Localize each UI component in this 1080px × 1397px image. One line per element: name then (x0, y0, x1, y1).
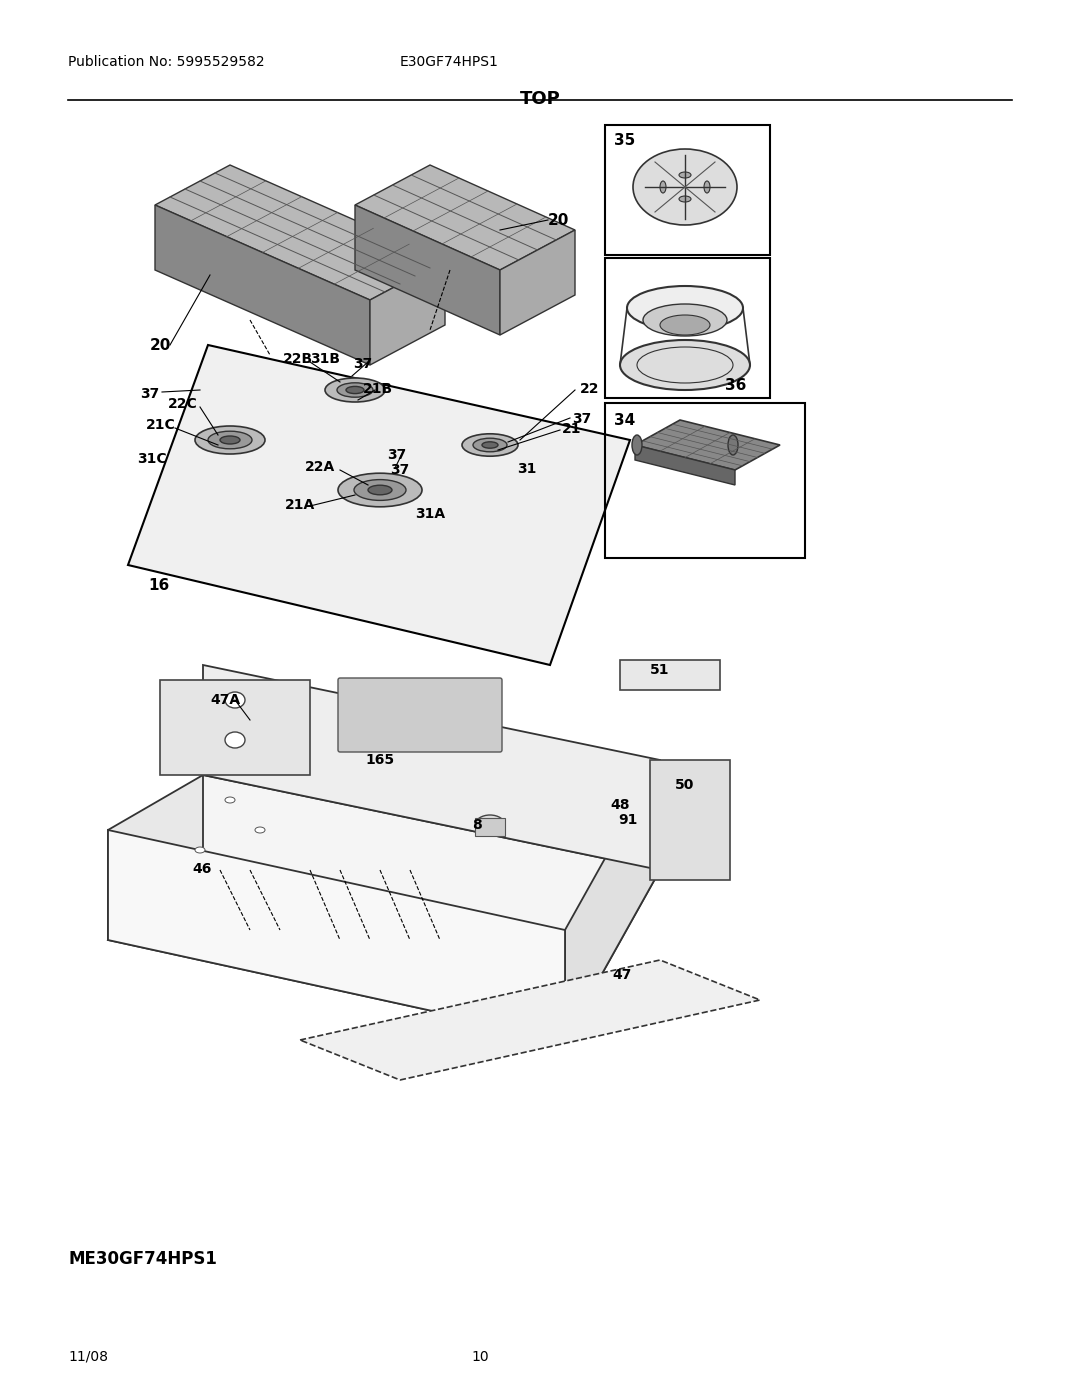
Text: 165: 165 (365, 753, 394, 767)
Text: TOP: TOP (519, 89, 561, 108)
Text: 10: 10 (471, 1350, 489, 1363)
Text: 47A: 47A (210, 693, 240, 707)
Polygon shape (156, 165, 445, 300)
Text: 37: 37 (353, 358, 373, 372)
Polygon shape (108, 830, 565, 1039)
Text: 22C: 22C (168, 397, 198, 411)
Polygon shape (355, 205, 500, 335)
Text: 20: 20 (548, 212, 569, 228)
Text: 21A: 21A (285, 497, 315, 511)
Ellipse shape (462, 434, 518, 457)
Text: 37: 37 (140, 387, 159, 401)
Text: 22B: 22B (283, 352, 313, 366)
Polygon shape (156, 205, 370, 365)
Text: 21B: 21B (363, 381, 393, 395)
Polygon shape (203, 665, 660, 870)
Ellipse shape (325, 379, 384, 402)
Bar (475, 819, 505, 835)
Ellipse shape (220, 436, 240, 444)
Ellipse shape (704, 182, 710, 193)
Ellipse shape (728, 434, 738, 455)
Text: ME30GF74HPS1: ME30GF74HPS1 (68, 1250, 217, 1268)
Ellipse shape (620, 339, 750, 390)
Ellipse shape (660, 182, 666, 193)
Polygon shape (160, 680, 310, 775)
Polygon shape (500, 231, 575, 335)
Text: 21: 21 (562, 422, 581, 436)
Polygon shape (300, 960, 760, 1080)
Bar (605, 402, 805, 557)
Text: Publication No: 5995529582: Publication No: 5995529582 (68, 54, 265, 68)
Text: E30GF74HPS1: E30GF74HPS1 (400, 54, 499, 68)
Text: 47: 47 (612, 968, 632, 982)
Text: 8: 8 (472, 819, 482, 833)
Text: 51: 51 (650, 664, 670, 678)
Polygon shape (108, 775, 660, 1039)
Ellipse shape (482, 441, 498, 448)
Polygon shape (370, 260, 445, 365)
Polygon shape (635, 420, 780, 469)
Ellipse shape (633, 149, 737, 225)
Polygon shape (620, 659, 720, 690)
Ellipse shape (338, 474, 422, 507)
Text: 22A: 22A (305, 460, 335, 474)
Ellipse shape (337, 383, 373, 397)
Text: 91: 91 (618, 813, 637, 827)
Ellipse shape (475, 814, 505, 835)
Ellipse shape (208, 432, 252, 448)
Text: 31C: 31C (137, 453, 166, 467)
Ellipse shape (225, 692, 245, 708)
Text: 37: 37 (390, 462, 409, 476)
Ellipse shape (660, 314, 710, 335)
Text: 11/08: 11/08 (68, 1350, 108, 1363)
Text: 37: 37 (387, 448, 406, 462)
Ellipse shape (632, 434, 642, 455)
Text: 34: 34 (615, 414, 635, 427)
Text: 37: 37 (572, 412, 591, 426)
Text: 35: 35 (615, 133, 635, 148)
Polygon shape (108, 775, 203, 940)
Text: 31A: 31A (415, 507, 445, 521)
FancyBboxPatch shape (338, 678, 502, 752)
Bar (605, 258, 770, 398)
Ellipse shape (679, 172, 691, 177)
Text: 22: 22 (580, 381, 599, 395)
Ellipse shape (679, 196, 691, 203)
Text: 50: 50 (675, 778, 694, 792)
Polygon shape (129, 345, 630, 665)
Ellipse shape (368, 485, 392, 495)
Polygon shape (635, 446, 735, 485)
Text: 31: 31 (517, 462, 537, 476)
Ellipse shape (627, 286, 743, 330)
Ellipse shape (643, 305, 727, 337)
Ellipse shape (473, 439, 507, 451)
Ellipse shape (195, 847, 205, 854)
Text: 48: 48 (610, 798, 630, 812)
Text: 31B: 31B (310, 352, 340, 366)
Ellipse shape (225, 732, 245, 747)
Ellipse shape (346, 387, 364, 394)
Polygon shape (355, 165, 575, 270)
Text: 16: 16 (148, 578, 170, 592)
Text: 46: 46 (192, 862, 212, 876)
Text: 36: 36 (725, 379, 746, 393)
Text: 20: 20 (150, 338, 172, 353)
Ellipse shape (195, 426, 265, 454)
Bar (605, 124, 770, 256)
Ellipse shape (255, 827, 265, 833)
Polygon shape (650, 760, 730, 880)
Text: 21C: 21C (146, 418, 176, 432)
Ellipse shape (225, 798, 235, 803)
Polygon shape (565, 760, 660, 1039)
Ellipse shape (354, 479, 406, 500)
